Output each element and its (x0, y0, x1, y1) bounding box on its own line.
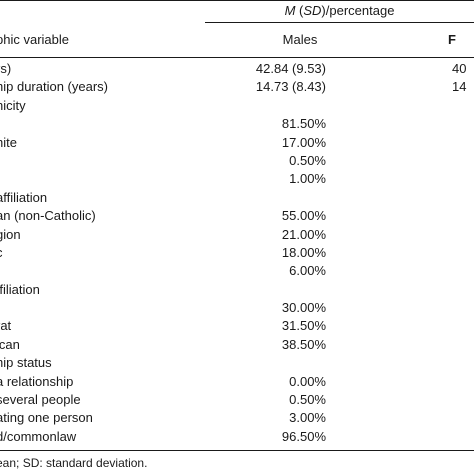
table-row: ffiliation (0, 281, 474, 299)
table-row: ating one person 3.00% (0, 409, 474, 427)
bottom-rule (0, 450, 474, 451)
table-row: a relationship 0.00% (0, 373, 474, 391)
table-footnote: ean; SD: standard deviation. (0, 456, 148, 470)
males-value: 1.00% (289, 171, 326, 187)
males-value: 96.50% (281, 428, 326, 444)
males-value: 21.00% (281, 226, 326, 242)
row-label: nicity (0, 97, 26, 113)
top-rule (0, 0, 474, 1)
males-value: 0.00% (289, 373, 326, 389)
males-value: 30.00% (281, 300, 326, 316)
males-value: 42.84 (9.53) (255, 61, 326, 76)
males-value: 6.00% (289, 263, 326, 279)
group-header-suffix: /percentage (325, 3, 395, 18)
group-header-sd: SD (303, 3, 322, 18)
row-label: an (non-Catholic) (0, 208, 96, 224)
column-header-females: F (448, 32, 456, 47)
males-value: 55.00% (281, 208, 326, 224)
row-label: rat (0, 318, 12, 334)
table-row: 6.00% (0, 262, 474, 280)
row-label: hip status (0, 355, 52, 371)
males-value: 0.50% (289, 392, 326, 408)
table-row: rs) 42.84 (9.53) 40 (0, 60, 474, 78)
table-row: an (non-Catholic) 55.00% (0, 207, 474, 225)
males-value: 81.50% (281, 116, 326, 132)
row-label: hite (0, 134, 17, 150)
table-row: 0.50% (0, 152, 474, 170)
column-header-variable: phic variable (0, 32, 69, 47)
table-row: several people 0.50% (0, 391, 474, 409)
group-rule (205, 22, 474, 23)
table-row: c 18.00% (0, 244, 474, 262)
males-value: 17.00% (281, 134, 326, 150)
row-label: hip duration (years) (0, 79, 108, 95)
table-row: 1.00% (0, 170, 474, 188)
row-label: ffiliation (0, 281, 40, 297)
row-label: ating one person (0, 410, 93, 426)
row-label: ican (0, 336, 20, 352)
table-row: nicity (0, 97, 474, 115)
table-row: rat 31.50% (0, 317, 474, 335)
table-row: affiliation (0, 189, 474, 207)
table-row: hip duration (years) 14.73 (8.43) 14 (0, 78, 474, 96)
males-value: 18.00% (281, 244, 326, 260)
row-label: rs) (0, 61, 12, 76)
row-label: a relationship (0, 373, 74, 389)
column-header-males: Males (282, 32, 318, 47)
table-row: 30.00% (0, 299, 474, 317)
table-row: gion 21.00% (0, 226, 474, 244)
row-label: several people (0, 392, 81, 408)
males-value: 0.50% (289, 152, 326, 168)
group-header: M (SD)/percentage (284, 3, 395, 18)
females-value: 14 (452, 79, 467, 95)
males-value: 3.00% (289, 410, 326, 426)
table-row: hip status (0, 354, 474, 372)
females-value: 40 (452, 61, 467, 76)
males-value: 31.50% (281, 318, 326, 334)
males-value: 14.73 (8.43) (255, 79, 326, 95)
row-label: c (0, 244, 3, 262)
row-label: affiliation (0, 189, 48, 205)
males-value: 38.50% (281, 336, 326, 352)
row-label: gion (0, 226, 21, 242)
table-row: hite 17.00% (0, 134, 474, 152)
table-body: rs) 42.84 (9.53) 40 hip duration (years) 14.… (0, 60, 474, 446)
group-header-m: M (284, 3, 296, 18)
table-row: ican 38.50% (0, 336, 474, 354)
row-label: d/commonlaw (0, 428, 77, 444)
header-rule (0, 57, 474, 58)
table-row: d/commonlaw 96.50% (0, 428, 474, 446)
table-row: 81.50% (0, 115, 474, 133)
